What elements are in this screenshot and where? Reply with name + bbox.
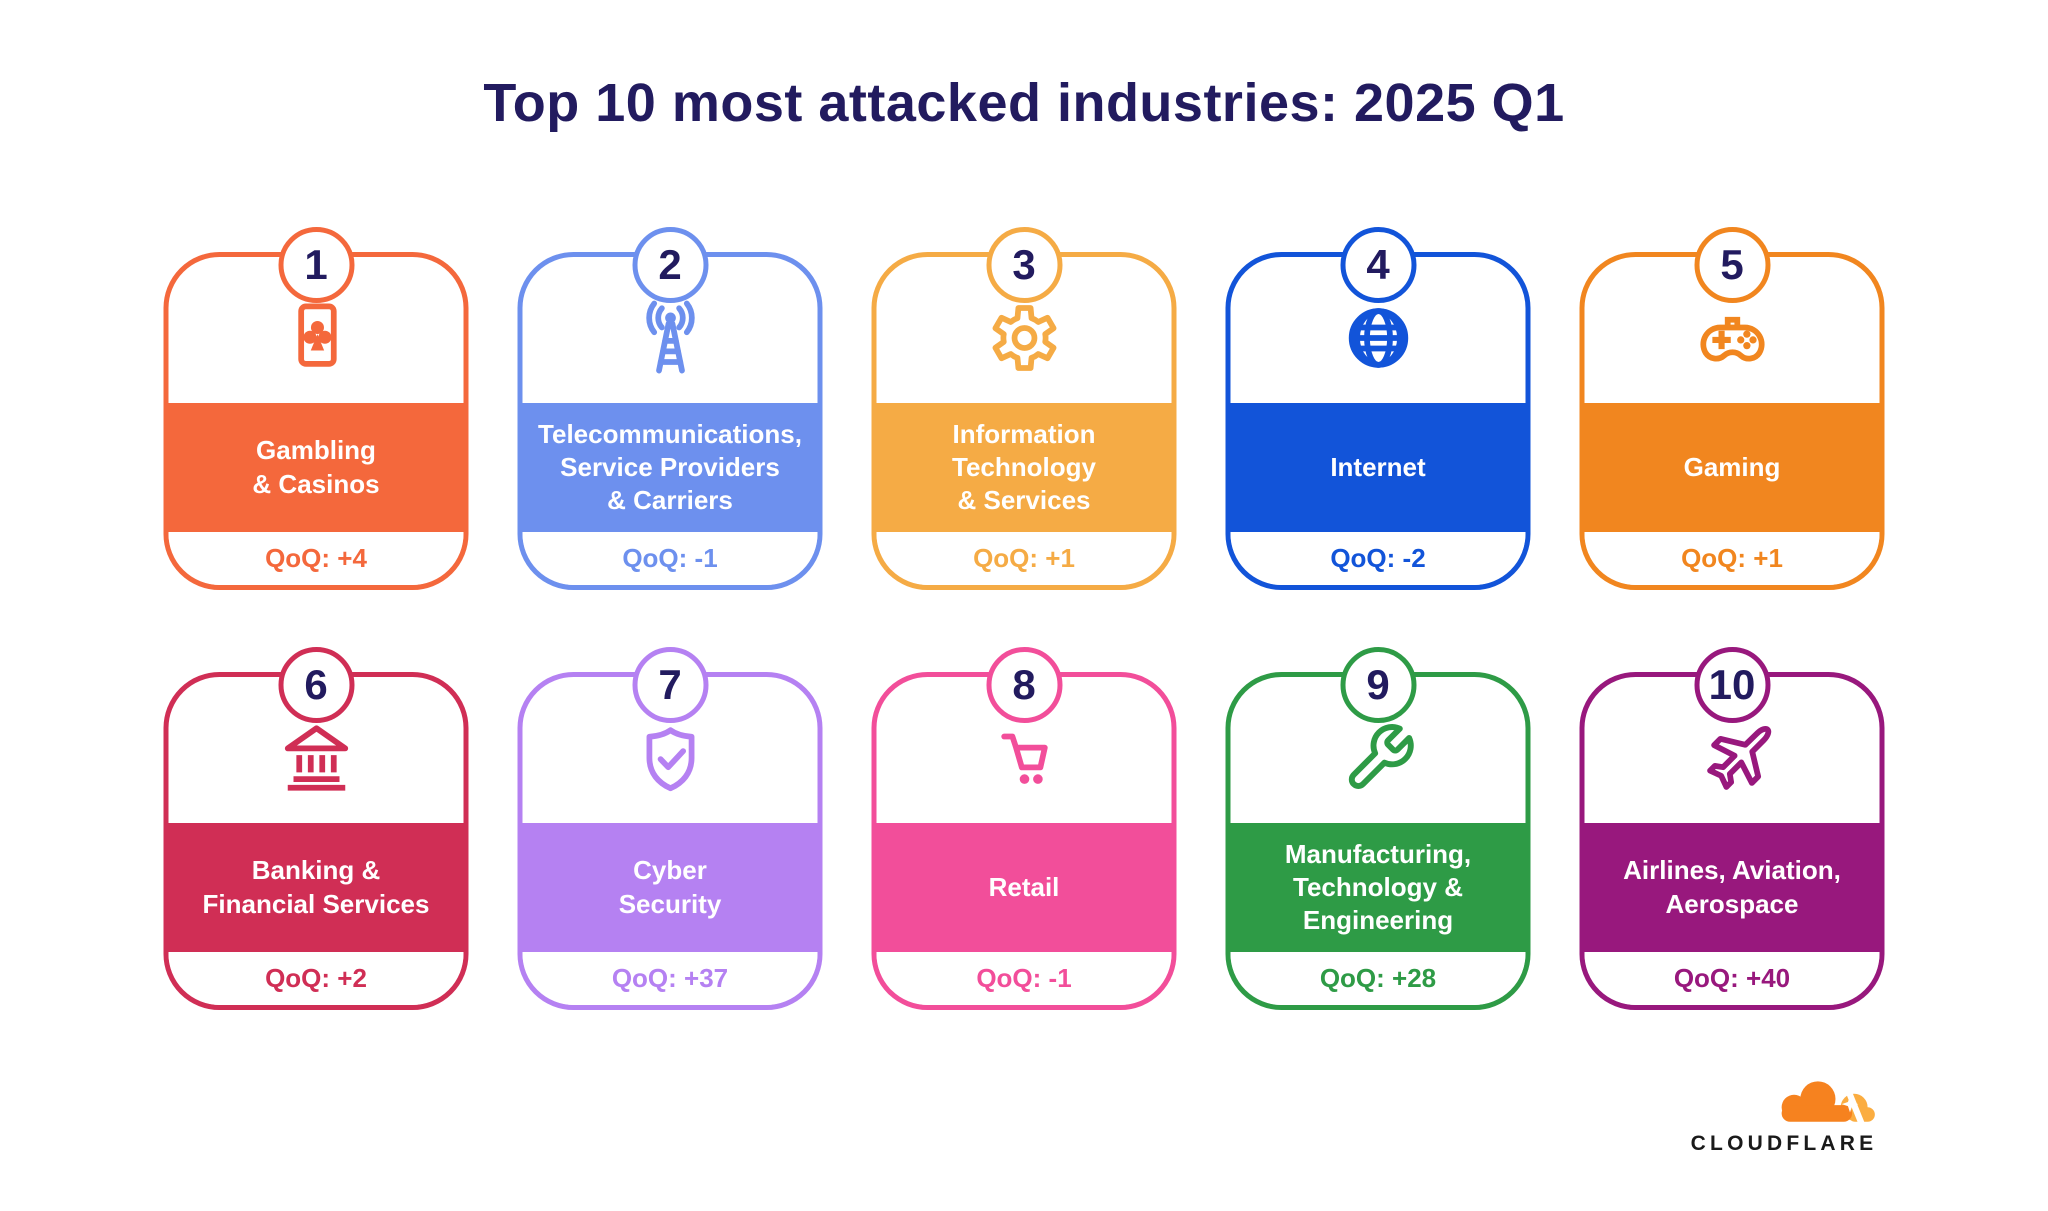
qoq-value: QoQ: -1 <box>522 532 818 585</box>
rank-number: 2 <box>658 241 682 288</box>
industry-icon-area <box>877 677 1172 823</box>
globe-icon <box>1348 308 1408 368</box>
rank-number: 8 <box>1012 661 1036 708</box>
industry-card: 7 Cyber Security QoQ: +37 <box>517 647 823 1010</box>
industry-label: Airlines, Aviation, Aerospace <box>1584 823 1880 952</box>
rank-number: 7 <box>658 661 682 708</box>
rank-number: 6 <box>304 661 328 708</box>
rank-badge: 6 <box>278 647 354 723</box>
shopping-cart-icon <box>1000 733 1048 784</box>
industry-card: 6 Banking & Financial Services QoQ: +2 <box>163 647 469 1010</box>
qoq-value: QoQ: +1 <box>876 532 1172 585</box>
cloudflare-cloud-icon <box>1781 1080 1875 1130</box>
industry-icon-area <box>1585 257 1880 403</box>
industry-icon-area <box>1585 677 1880 823</box>
gamepad-icon <box>1699 316 1765 362</box>
cards-grid: 1 Gambling & Casinos QoQ: +4 2 Telecommu… <box>163 227 1885 1010</box>
rank-number: 5 <box>1720 241 1744 288</box>
rank-badge: 2 <box>632 227 708 303</box>
rank-badge: 4 <box>1340 227 1416 303</box>
cloudflare-wordmark: CLOUDFLARE <box>1690 1132 1878 1155</box>
rank-badge: 10 <box>1694 647 1770 723</box>
industry-card: 1 Gambling & Casinos QoQ: +4 <box>163 227 469 590</box>
cloudflare-logo: CLOUDFLARE <box>1668 1072 1900 1156</box>
qoq-value: QoQ: +37 <box>522 952 818 1005</box>
industry-label: Telecommunications, Service Providers & … <box>522 403 818 532</box>
rank-badge: 1 <box>278 227 354 303</box>
wrench-icon <box>1348 724 1414 789</box>
industry-card: 8 Retail QoQ: -1 <box>871 647 1177 1010</box>
rank-number: 9 <box>1366 661 1390 708</box>
qoq-value: QoQ: -2 <box>1230 532 1526 585</box>
industry-label: Cyber Security <box>522 823 818 952</box>
bank-icon <box>284 725 348 791</box>
industry-icon-area <box>1231 677 1526 823</box>
rank-number: 1 <box>304 241 328 288</box>
rank-badge: 9 <box>1340 647 1416 723</box>
industry-icon-area <box>523 257 818 403</box>
industry-label: Internet <box>1230 403 1526 532</box>
industry-label: Banking & Financial Services <box>168 823 464 952</box>
gear-icon <box>992 305 1056 371</box>
industry-label: Retail <box>876 823 1172 952</box>
industry-card: 4 Internet QoQ: -2 <box>1225 227 1531 590</box>
qoq-value: QoQ: +40 <box>1584 952 1880 1005</box>
industry-card: 3 Information Technology & Services QoQ:… <box>871 227 1177 590</box>
qoq-value: QoQ: +4 <box>168 532 464 585</box>
industry-card: 9 Manufacturing, Technology & Engineerin… <box>1225 647 1531 1010</box>
qoq-value: QoQ: +28 <box>1230 952 1526 1005</box>
rank-number: 4 <box>1366 241 1390 288</box>
rank-badge: 3 <box>986 227 1062 303</box>
industry-label: Gambling & Casinos <box>168 403 464 532</box>
rank-badge: 5 <box>1694 227 1770 303</box>
qoq-value: QoQ: +2 <box>168 952 464 1005</box>
rank-number: 3 <box>1012 241 1036 288</box>
qoq-value: QoQ: -1 <box>876 952 1172 1005</box>
rank-number: 10 <box>1708 661 1756 708</box>
radio-tower-icon <box>645 300 695 374</box>
rank-badge: 8 <box>986 647 1062 723</box>
industry-icon-area <box>523 677 818 823</box>
industry-label: Information Technology & Services <box>876 403 1172 532</box>
qoq-value: QoQ: +1 <box>1584 532 1880 585</box>
industry-card: 10 Airlines, Aviation, Aerospace QoQ: +4… <box>1579 647 1885 1010</box>
playing-card-icon <box>297 303 337 367</box>
industry-icon-area <box>169 257 464 403</box>
industry-icon-area <box>169 677 464 823</box>
airplane-icon <box>1706 726 1771 790</box>
industry-icon-area <box>1231 257 1526 403</box>
rank-badge: 7 <box>632 647 708 723</box>
industry-label: Gaming <box>1584 403 1880 532</box>
industry-card: 2 Telecommunications, Service Providers … <box>517 227 823 590</box>
industry-card: 5 Gaming QoQ: +1 <box>1579 227 1885 590</box>
shield-check-icon <box>646 727 694 792</box>
page-title: Top 10 most attacked industries: 2025 Q1 <box>483 73 1565 133</box>
industry-icon-area <box>877 257 1172 403</box>
industry-label: Manufacturing, Technology & Engineering <box>1230 823 1526 952</box>
